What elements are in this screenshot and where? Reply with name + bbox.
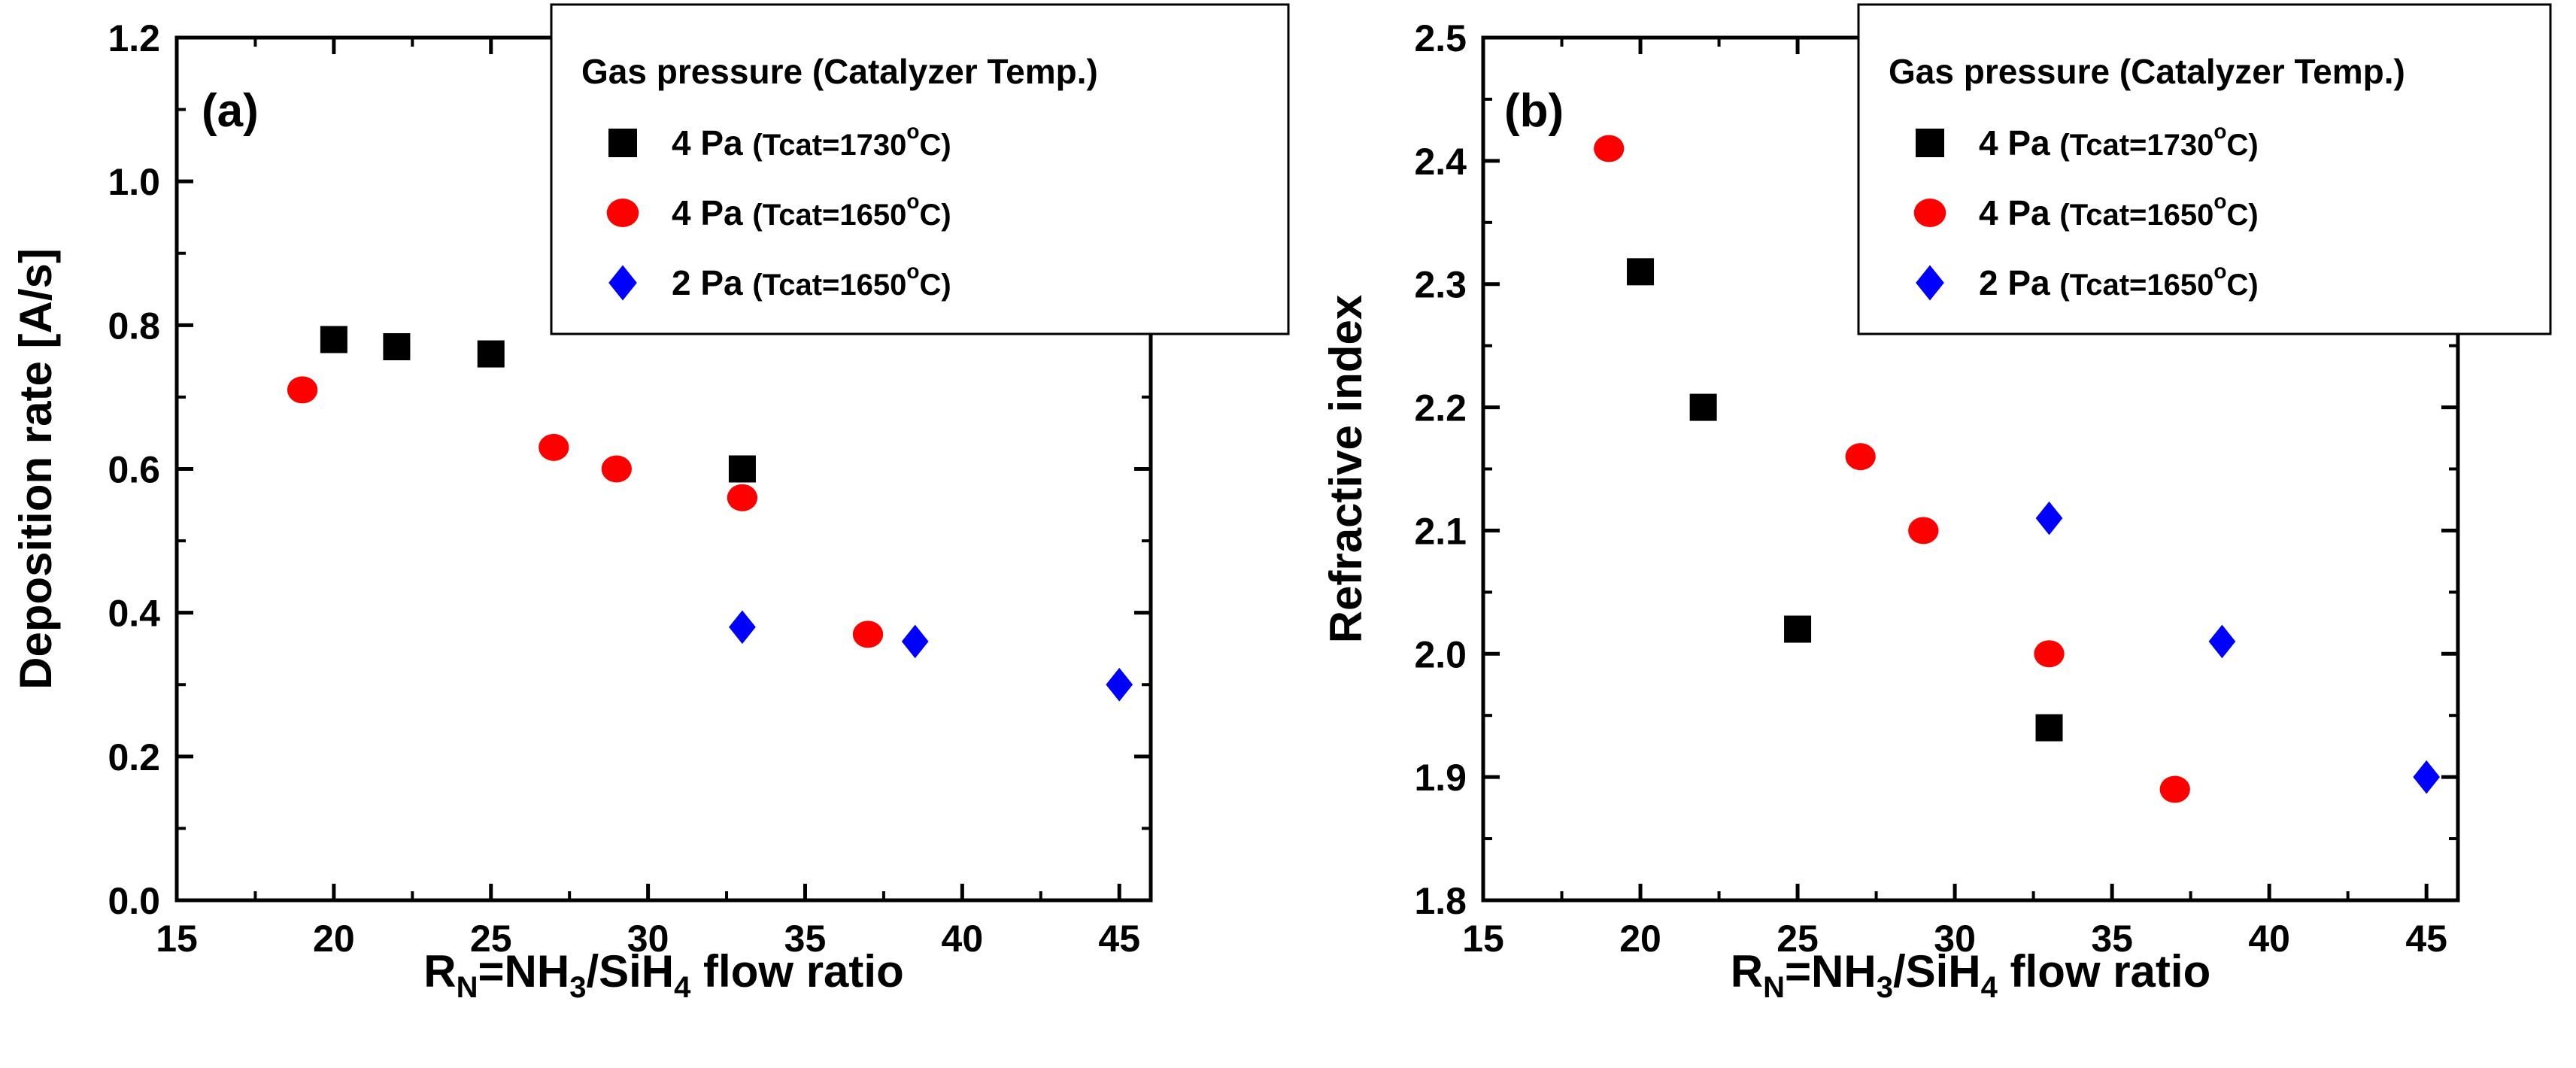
x-tick-label: 15: [1462, 918, 1504, 960]
legend: Gas pressure (Catalyzer Temp.) 4 Pa (Tcat…: [1857, 3, 2552, 335]
data-point: [539, 433, 569, 461]
x-tick-label: 25: [470, 918, 512, 960]
data-point: [2413, 760, 2441, 794]
legend-box: [1857, 3, 2552, 335]
data-point: [1106, 667, 1133, 702]
chart-panel-a: 15 20 25 30 35 40 45 0.0 0.2 0.4 0.6 0.8 1.0 1.2 RN=NH…: [11, 3, 1290, 1004]
x-tick-label: 45: [1098, 918, 1140, 960]
x-tick-label: 30: [1934, 918, 1976, 960]
legend-marker: [1916, 129, 1944, 157]
data-point: [2035, 501, 2063, 536]
series-square: [320, 326, 756, 483]
legend-marker: [1916, 265, 1944, 301]
y-tick-label: 2.4: [1414, 141, 1467, 183]
x-tick-label: 20: [1619, 918, 1661, 960]
y-tick-label: 0.0: [108, 880, 160, 922]
data-point: [1689, 393, 1717, 421]
y-tick-label: 0.6: [108, 449, 160, 491]
legend-title: Gas pressure (Catalyzer Temp.): [1889, 52, 2405, 91]
y-tick-label: 2.3: [1414, 264, 1467, 306]
x-tick-label: 20: [313, 918, 355, 960]
y-axis-title: Refractive index: [1321, 295, 1371, 644]
x-tick-label: 15: [156, 918, 198, 960]
y-tick-label: 2.0: [1414, 633, 1467, 675]
legend-marker: [606, 199, 639, 227]
data-point: [1784, 615, 1812, 643]
legend-entry: 2 Pa (Tcat=1650oC): [1979, 259, 2259, 302]
series-circle: [1594, 135, 2190, 803]
y-tick-label: 2.2: [1414, 387, 1467, 429]
x-tick-label: 25: [1776, 918, 1819, 960]
y-tick-label: 1.2: [108, 17, 160, 59]
data-point: [1845, 443, 1876, 471]
data-point: [852, 620, 884, 648]
data-point: [729, 610, 756, 645]
y-tick-label: 0.8: [108, 305, 160, 347]
data-point: [727, 484, 758, 511]
y-tick-label: 1.0: [108, 161, 160, 203]
legend-entry: 4 Pa (Tcat=1730oC): [1979, 120, 2259, 162]
legend-marker: [608, 265, 637, 301]
data-point: [901, 624, 929, 659]
data-point: [287, 376, 318, 404]
y-axis-title: Deposition rate [A/s]: [11, 248, 61, 690]
legend: Gas pressure (Catalyzer Temp.) 4 Pa (Tcat…: [550, 3, 1290, 335]
data-point: [2035, 714, 2063, 742]
x-tick-label: 40: [942, 918, 984, 960]
legend-title: Gas pressure (Catalyzer Temp.): [581, 52, 1098, 91]
data-point: [320, 326, 347, 353]
series-circle: [287, 376, 884, 648]
y-tick-label: 0.4: [108, 593, 160, 635]
data-point: [1594, 135, 1625, 162]
data-point: [1908, 517, 1939, 545]
legend-marker: [608, 129, 637, 157]
y-tick-label: 1.8: [1414, 880, 1467, 922]
data-point: [1627, 258, 1655, 286]
legend-box: [550, 3, 1290, 335]
x-tick-label: 35: [784, 918, 827, 960]
y-tick-label: 0.2: [108, 736, 160, 778]
legend-entry: 2 Pa (Tcat=1650oC): [672, 259, 951, 302]
data-point: [601, 455, 632, 483]
data-point: [477, 340, 505, 368]
y-tick-label: 1.9: [1414, 757, 1467, 799]
x-axis-title: RN=NH3/SiH4 flow ratio: [423, 946, 903, 1004]
data-point: [2208, 624, 2236, 659]
x-tick-label: 45: [2405, 918, 2447, 960]
data-point: [2034, 640, 2065, 668]
series-square: [1627, 258, 2063, 742]
panel-label: (b): [1504, 85, 1564, 137]
legend-entry: 4 Pa (Tcat=1730oC): [672, 120, 951, 162]
data-point: [728, 455, 756, 483]
data-point: [383, 333, 411, 361]
x-tick-label: 40: [2248, 918, 2290, 960]
x-tick-label: 30: [627, 918, 669, 960]
legend-entry: 4 Pa (Tcat=1650oC): [1979, 190, 2259, 232]
data-point: [2159, 775, 2190, 803]
chart-panel-b: 15 20 25 30 35 40 45 1.8 1.9 2.0 2.1 2.2 2.3 2.4 2.5 RN…: [1321, 3, 2552, 1004]
y-tick-label: 2.5: [1414, 17, 1467, 59]
legend-entry: 4 Pa (Tcat=1650oC): [672, 190, 951, 232]
series-diamond: [2035, 501, 2441, 794]
panel-label: (a): [202, 85, 259, 137]
y-tick-label: 2.1: [1414, 510, 1467, 552]
x-tick-label: 35: [2091, 918, 2133, 960]
legend-marker: [1913, 199, 1946, 227]
series-diamond: [729, 610, 1133, 702]
x-axis-title: RN=NH3/SiH4 flow ratio: [1731, 946, 2210, 1004]
